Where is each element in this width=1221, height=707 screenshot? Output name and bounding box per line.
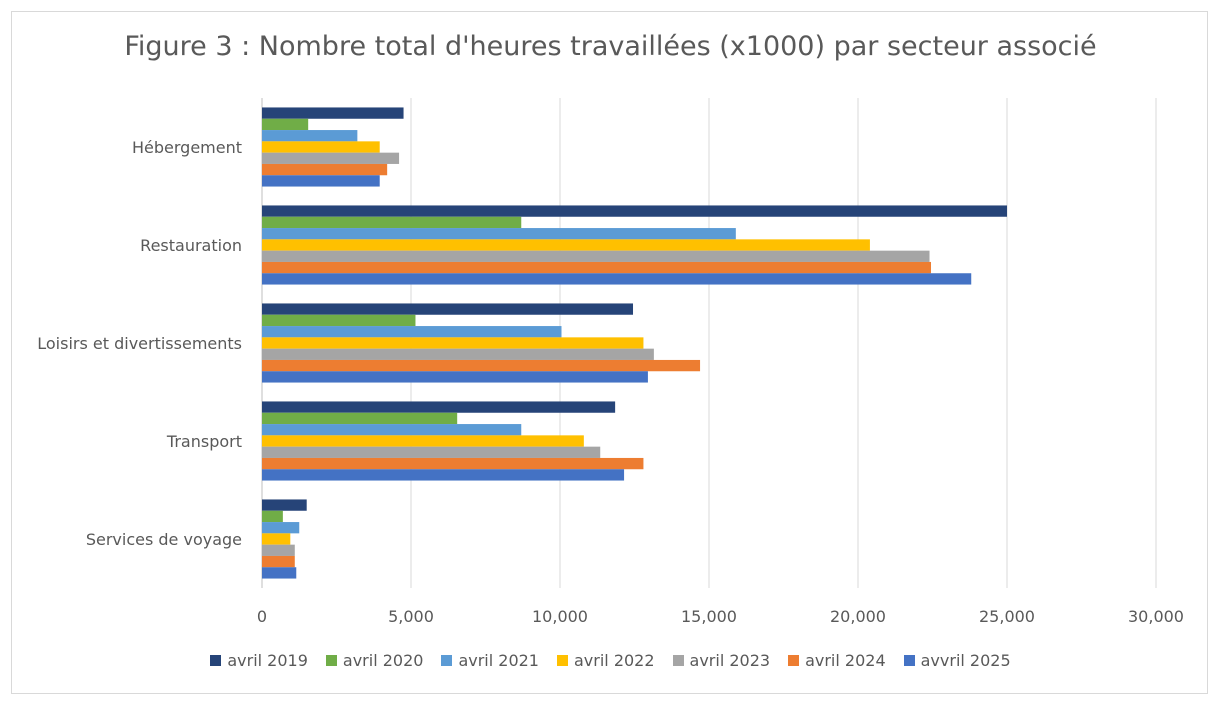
category-label: Restauration [140,236,242,255]
x-tick-label: 20,000 [830,607,886,626]
bar [262,250,930,262]
legend-label: avril 2023 [689,651,771,670]
legend-swatch [672,655,684,666]
legend-item: avril 2020 [325,651,424,670]
bar [262,239,870,251]
bar [262,510,283,523]
bar [262,141,380,153]
legend-label: avril 2020 [342,651,424,670]
bar [262,567,297,579]
bar [262,555,295,568]
bar [262,205,1007,217]
legend-label: avril 2021 [458,651,539,670]
bar [262,348,654,360]
chart-legend: avril 2019 avril 2020 avril 2021 avril 2022… [0,651,1221,670]
legend-swatch [441,655,453,666]
bar [262,544,295,556]
legend-item: avril 2021 [441,651,539,670]
bar [262,130,358,142]
bar [262,446,601,458]
bar [262,261,932,274]
category-label: Loisirs et divertissements [37,334,242,353]
legend-swatch [556,655,568,666]
legend-swatch [788,655,800,666]
bar [262,303,634,315]
category-label: Hébergement [132,138,242,157]
chart-title: Figure 3 : Nombre total d'heures travail… [124,31,1097,62]
legend-label: avril 2019 [227,651,308,670]
bar [262,533,291,545]
bar [262,359,701,372]
legend-label: avril 2024 [805,651,886,670]
x-tick-label: 15,000 [681,607,737,626]
legend-item: avril 2023 [672,651,771,670]
legend-label: avril 2022 [573,651,655,670]
bar [262,499,307,511]
bar [262,175,380,187]
legend-item: avril 2024 [788,651,886,670]
bar [262,163,388,176]
category-label: Transport [166,432,242,451]
legend-item: avril 2019 [210,651,308,670]
bar [262,107,404,119]
bar [262,371,648,383]
legend-item: avril 2022 [556,651,655,670]
bar [262,326,562,338]
bar [262,401,616,413]
x-tick-label: 5,000 [388,607,434,626]
legend-swatch [210,655,222,666]
bar [262,273,972,285]
legend-swatch [325,655,337,666]
bar [262,457,644,470]
bar [262,228,736,240]
bar [262,118,309,131]
bar [262,435,584,447]
legend-swatch [903,655,915,666]
bar [262,469,625,481]
bar [262,424,522,436]
x-tick-label: 25,000 [979,607,1035,626]
legend-label: avvril 2025 [920,651,1011,670]
bar [262,522,300,534]
bar [262,152,400,164]
bar [262,337,644,349]
bar [262,412,458,425]
x-tick-label: 0 [257,607,267,626]
x-tick-label: 30,000 [1128,607,1184,626]
x-tick-label: 10,000 [532,607,588,626]
category-label: Services de voyage [86,530,242,549]
bar [262,216,522,229]
legend-item: avvril 2025 [903,651,1011,670]
bar [262,314,416,327]
